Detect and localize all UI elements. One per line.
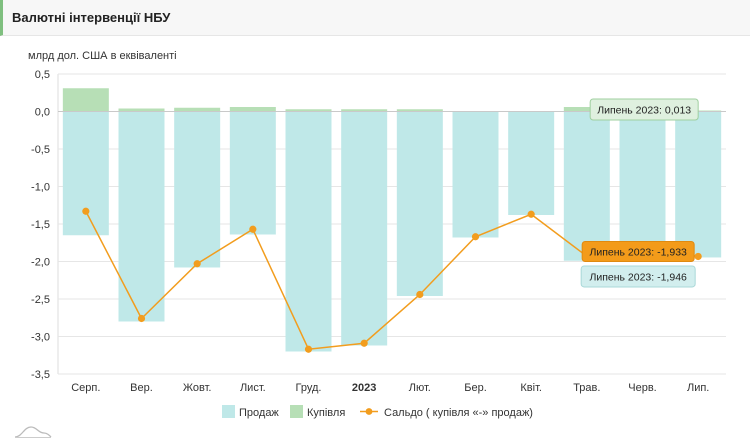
tooltip-text: Липень 2023: -1,933: [589, 246, 687, 258]
y-tick-label: -3,5: [31, 369, 50, 381]
balance-point[interactable]: [82, 207, 90, 215]
x-tick-label: Жовт.: [183, 382, 212, 394]
y-axis-label: млрд дол. США в еквіваленті: [28, 50, 177, 62]
sales-bar[interactable]: [285, 111, 332, 352]
balance-point[interactable]: [360, 339, 368, 347]
chart-header: Валютні інтервенції НБУ: [0, 0, 750, 36]
balance-point[interactable]: [137, 314, 146, 323]
y-tick-label: -1,5: [31, 219, 50, 231]
purchase-bar[interactable]: [174, 107, 221, 112]
legend-swatch: [290, 405, 303, 418]
balance-point[interactable]: [694, 252, 702, 261]
purchase-bar[interactable]: [563, 107, 610, 112]
x-tick-label: Лист.: [240, 382, 266, 394]
x-tick-label: Бер.: [464, 382, 487, 394]
sales-bar[interactable]: [229, 111, 276, 235]
tooltip: Липень 2023: -1,933: [581, 240, 695, 262]
legend-swatch: [222, 405, 235, 418]
tooltip: Липень 2023: -1,946: [580, 265, 696, 288]
purchase-bar[interactable]: [285, 109, 332, 112]
sales-bar[interactable]: [508, 111, 555, 216]
sales-bar[interactable]: [341, 111, 388, 346]
x-tick-label: Черв.: [628, 382, 656, 394]
x-tick-label: Трав.: [573, 382, 600, 394]
page-title: Валютні інтервенції НБУ: [12, 10, 171, 25]
x-tick-label: 2023: [352, 382, 376, 394]
sales-bar[interactable]: [619, 111, 666, 261]
balance-point[interactable]: [193, 260, 201, 268]
sales-bar[interactable]: [675, 111, 722, 258]
y-tick-label: 0,5: [35, 69, 50, 81]
legend-item-balance[interactable]: Сальдо ( купівля «-» продаж): [360, 407, 533, 419]
balance-point[interactable]: [304, 345, 313, 353]
balance-point[interactable]: [527, 210, 535, 218]
balance-point[interactable]: [416, 290, 424, 299]
tooltip-box: [580, 265, 696, 288]
y-tick-label: -3,0: [31, 332, 50, 344]
sales-bar[interactable]: [174, 111, 221, 268]
legend-label: Сальдо ( купівля «-» продаж): [384, 407, 533, 419]
legend-item-purchases[interactable]: Купівля: [290, 405, 345, 419]
purchase-bar[interactable]: [118, 108, 165, 112]
x-tick-label: Квіт.: [520, 382, 542, 394]
tooltip-box: [581, 240, 695, 262]
legend-label: Купівля: [307, 407, 345, 419]
y-tick-label: -2,0: [31, 257, 50, 269]
x-tick-label: Вер.: [130, 382, 153, 394]
sales-bar[interactable]: [396, 111, 443, 297]
tooltip-text: Липень 2023: 0,013: [597, 105, 691, 117]
legend-label: Продаж: [239, 407, 279, 419]
x-tick-label: Груд.: [296, 382, 322, 394]
legend-marker: [365, 408, 373, 415]
sales-bar[interactable]: [452, 111, 499, 238]
tooltip-box: [589, 98, 699, 121]
purchase-bar[interactable]: [396, 109, 443, 112]
tooltip-text: Липень 2023: -1,946: [589, 271, 687, 283]
legend: Продаж Купівля Сальдо ( купівля «-» продаж…: [222, 405, 533, 419]
balance-point[interactable]: [249, 225, 257, 233]
legend-item-sales[interactable]: Продаж: [222, 405, 279, 419]
purchase-bar[interactable]: [62, 88, 109, 112]
balance-point[interactable]: [471, 233, 480, 241]
y-tick-label: -1,0: [31, 182, 50, 194]
x-tick-label: Лют.: [409, 382, 431, 394]
x-tick-label: Лип.: [687, 382, 709, 394]
y-tick-label: 0,0: [35, 107, 50, 119]
y-tick-label: -0,5: [31, 144, 50, 156]
purchase-bar[interactable]: [341, 109, 388, 112]
logo-icon: [14, 426, 52, 438]
y-tick-label: -2,5: [31, 294, 50, 306]
purchase-bar[interactable]: [229, 107, 276, 112]
sales-bar[interactable]: [62, 111, 109, 236]
sales-bar[interactable]: [563, 111, 610, 261]
tooltip: Липень 2023: 0,013: [589, 98, 699, 121]
sales-bar[interactable]: [118, 111, 165, 322]
x-tick-label: Серп.: [71, 382, 100, 394]
